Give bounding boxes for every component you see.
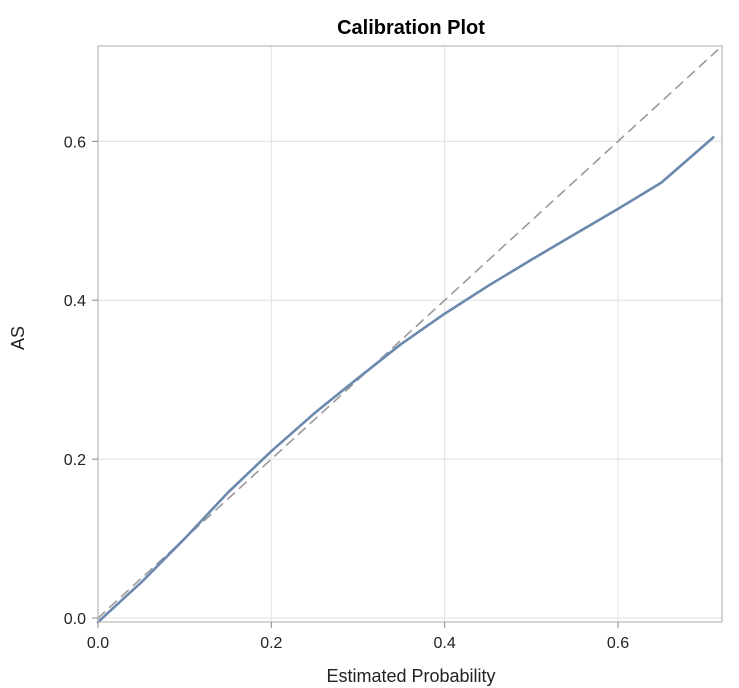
series-layer: [96, 49, 719, 624]
x-axis-label: Estimated Probability: [326, 666, 495, 686]
x-tick-label: 0.6: [607, 635, 629, 652]
y-tick-label: 0.2: [64, 452, 86, 469]
x-tick-label: 0.0: [87, 635, 109, 652]
plot-frame: [97, 45, 723, 623]
reference-diagonal-line: [97, 49, 719, 619]
x-axis-ticks: 0.0 0.2 0.4 0.6: [87, 622, 629, 652]
y-tick-label: 0.6: [64, 134, 86, 151]
x-tick-label: 0.4: [434, 635, 456, 652]
x-tick-label: 0.2: [260, 635, 282, 652]
y-axis-ticks: 0.0 0.2 0.4 0.6: [64, 134, 98, 628]
y-tick-label: 0.0: [64, 611, 86, 628]
gridlines: [97, 46, 722, 622]
calibration-curve: [96, 136, 715, 624]
chart-title: Calibration Plot: [337, 17, 485, 39]
y-tick-label: 0.4: [64, 293, 86, 310]
y-axis-label: AS: [8, 326, 28, 350]
